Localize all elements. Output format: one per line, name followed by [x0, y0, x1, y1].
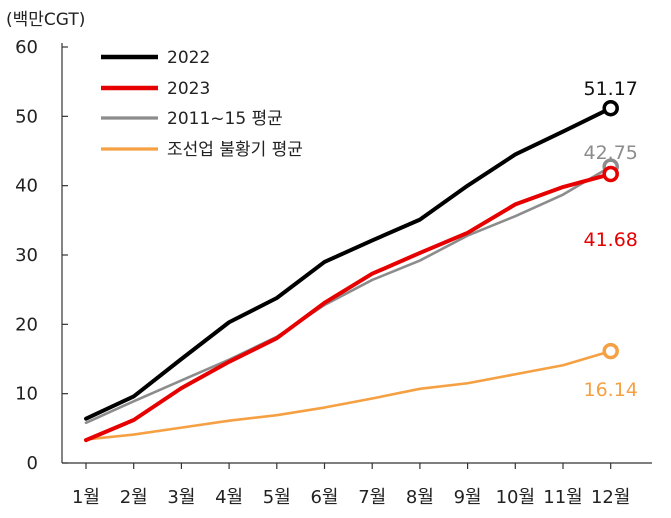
x-tick-label: 4월 [215, 487, 243, 508]
y-tick-label: 50 [15, 106, 38, 127]
series-line-2022 [84, 106, 613, 421]
series-line-2011-15 [84, 165, 613, 425]
legend-label: 조선업 불황기 평균 [167, 140, 303, 160]
y-axis-unit-label: (백만CGT) [6, 10, 85, 30]
legend-label: 2011~15 평균 [167, 109, 283, 129]
series-end-marker [602, 165, 619, 183]
x-tick-label: 7월 [358, 487, 386, 508]
end-value-label: 41.68 [583, 229, 637, 251]
y-tick-label: 60 [15, 37, 38, 58]
chart-axes: 0 10 20 30 40 50 60 1월 2월 3월 4월 5월 6월 7월 8월 9월 10월 11월 12월 [15, 37, 652, 508]
legend-label: 2022 [167, 48, 210, 68]
x-tick-label: 9월 [454, 487, 482, 508]
x-tick-label: 11월 [543, 487, 582, 508]
x-tick-label: 3월 [167, 487, 195, 508]
y-tick-label: 0 [27, 453, 38, 474]
x-tick-label: 10월 [496, 487, 535, 508]
x-tick-label: 6월 [310, 487, 338, 508]
series-layer: 51.17 41.68 42.75 16.14 [84, 78, 638, 443]
series-end-marker [602, 99, 619, 117]
x-tick-label: 8월 [406, 487, 434, 508]
series-line-2023 [84, 172, 613, 443]
end-value-label: 16.14 [583, 379, 637, 401]
y-tick-label: 10 [15, 384, 38, 405]
x-tick-label: 1월 [72, 487, 100, 508]
series-end-marker [602, 342, 619, 360]
series-line-3 [84, 349, 613, 441]
legend-label: 2023 [167, 79, 210, 99]
y-tick-label: 40 [15, 176, 38, 197]
x-tick-label: 2월 [120, 487, 148, 508]
y-tick-label: 30 [15, 245, 38, 266]
end-value-label: 42.75 [583, 142, 637, 164]
end-value-label: 51.17 [583, 78, 637, 100]
x-tick-label: 12월 [591, 487, 630, 508]
x-tick-label: 5월 [263, 487, 291, 508]
y-tick-label: 20 [15, 314, 38, 335]
